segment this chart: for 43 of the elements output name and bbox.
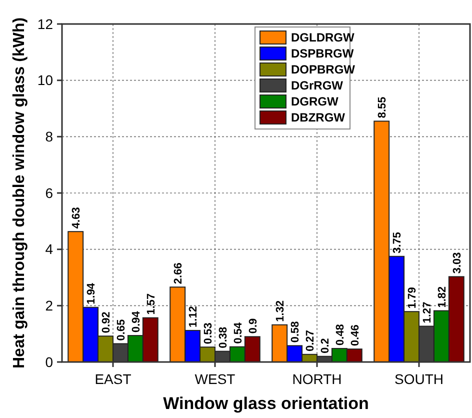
data-label: 0.65 [115, 319, 128, 341]
data-label: 0.2 [319, 338, 332, 354]
y-tick-label: 8 [45, 128, 54, 145]
data-label: 0.54 [232, 322, 244, 344]
data-label: 0.92 [100, 312, 113, 334]
data-label: 0.27 [304, 330, 317, 352]
y-tick-label: 6 [45, 184, 54, 201]
data-label: 0.9 [247, 318, 260, 334]
data-label: 1.32 [274, 300, 287, 322]
y-axis-title: Heat gain through double window glass (kWh) [11, 17, 28, 369]
legend-label: DGrRGW [291, 78, 344, 93]
legend-label: DSPBRGW [291, 46, 354, 61]
data-label: 3.03 [451, 252, 464, 274]
data-label: 0.48 [334, 324, 346, 346]
data-label: 8.55 [376, 96, 389, 118]
data-label: 0.46 [349, 324, 362, 346]
data-label: 0.94 [130, 310, 142, 333]
y-tick-label: 4 [45, 241, 54, 258]
y-tick-label: 2 [45, 298, 54, 314]
legend-label: DBZRGW [291, 110, 346, 125]
data-label: 2.66 [172, 262, 185, 284]
x-tick-label: EAST [94, 371, 132, 387]
data-label: 1.79 [406, 287, 419, 309]
legend-label: DGLDRGW [291, 30, 355, 45]
y-tick-label: 0 [45, 354, 54, 370]
data-label: 1.94 [86, 282, 98, 304]
x-tick-label: WEST [194, 371, 236, 387]
x-tick-label: NORTH [292, 371, 342, 387]
data-label: 0.53 [202, 322, 215, 344]
data-label: 1.27 [421, 302, 434, 324]
data-label: 0.58 [290, 321, 302, 343]
data-label: 0.38 [217, 326, 230, 348]
data-label: 1.82 [436, 286, 448, 308]
legend-label: DOPBRGW [291, 62, 356, 77]
y-tick-label: 12 [37, 16, 54, 32]
legend-label: DGRGW [291, 94, 339, 109]
data-label: 1.57 [145, 293, 158, 315]
data-label: 3.75 [392, 232, 404, 254]
x-tick-label: SOUTH [394, 371, 444, 387]
y-tick-label: 10 [37, 72, 54, 88]
x-axis-title: Window glass orientation [163, 394, 369, 413]
data-label: 4.63 [70, 207, 83, 229]
data-label: 1.12 [188, 306, 200, 328]
